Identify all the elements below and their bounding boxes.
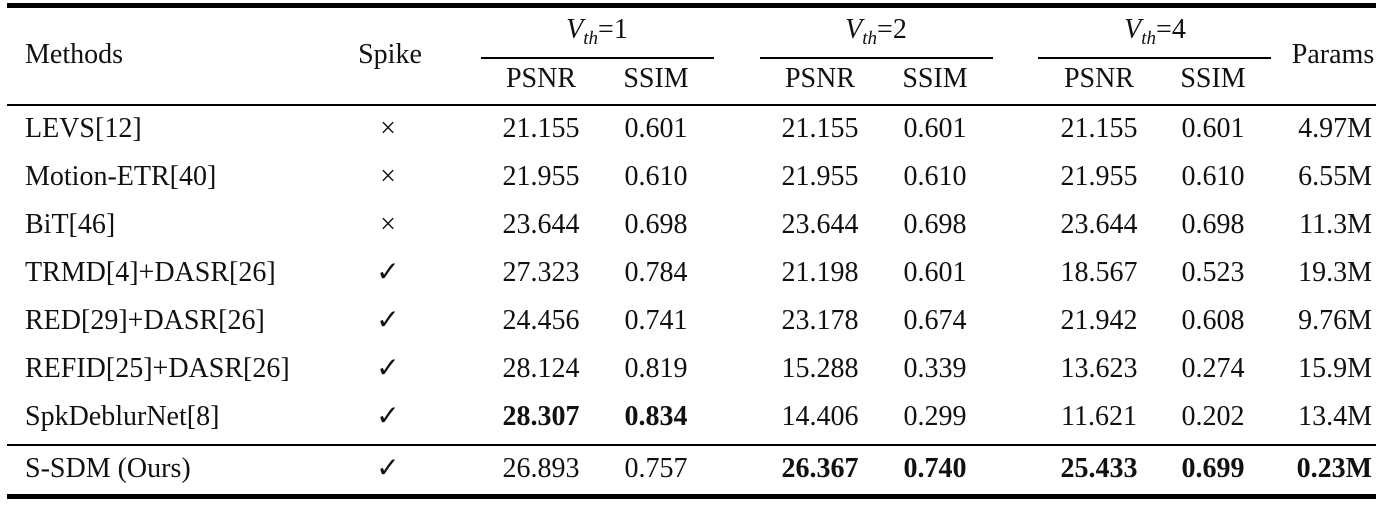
header-psnr: PSNR bbox=[1063, 63, 1135, 94]
header-group-vth1: Vth=1 bbox=[566, 14, 628, 49]
header-rule bbox=[7, 104, 1376, 106]
vth2-psnr-cell: 21.155 bbox=[781, 113, 859, 144]
method-cell: SpkDeblurNet[8] bbox=[25, 401, 220, 432]
vth4-psnr-cell: 21.955 bbox=[1060, 161, 1138, 192]
header-spike: Spike bbox=[358, 39, 422, 70]
vth1-ssim-cell: 0.834 bbox=[624, 401, 688, 432]
vth4-ssim-cell: 0.601 bbox=[1181, 113, 1245, 144]
vth1-psnr-cell: 28.124 bbox=[502, 353, 580, 384]
header-psnr: PSNR bbox=[505, 63, 577, 94]
params-cell: 9.76M bbox=[1298, 305, 1372, 336]
vth1-psnr-cell: 26.893 bbox=[502, 453, 580, 484]
method-cell: TRMD[4]+DASR[26] bbox=[25, 257, 276, 288]
params-cell: 19.3M bbox=[1298, 257, 1372, 288]
vth4-psnr-cell: 21.155 bbox=[1060, 113, 1138, 144]
vth1-psnr-cell: 28.307 bbox=[502, 401, 580, 432]
vth2-psnr-cell: 23.178 bbox=[781, 305, 859, 336]
vth4-psnr-cell: 23.644 bbox=[1060, 209, 1138, 240]
method-cell: S-SDM (Ours) bbox=[25, 453, 191, 484]
vth4-psnr-cell: 18.567 bbox=[1060, 257, 1138, 288]
vth2-ssim-cell: 0.698 bbox=[903, 209, 967, 240]
vth4-ssim-cell: 0.523 bbox=[1181, 257, 1245, 288]
vth4-ssim-cell: 0.274 bbox=[1181, 353, 1245, 384]
vth2-psnr-cell: 15.288 bbox=[781, 353, 859, 384]
vth2-psnr-cell: 26.367 bbox=[781, 453, 859, 484]
vth2-ssim-cell: 0.674 bbox=[903, 305, 967, 336]
method-cell: Motion-ETR[40] bbox=[25, 161, 217, 192]
method-cell: RED[29]+DASR[26] bbox=[25, 305, 265, 336]
vth1-ssim-cell: 0.698 bbox=[624, 209, 688, 240]
vth1-psnr-cell: 24.456 bbox=[502, 305, 580, 336]
vth2-psnr-cell: 23.644 bbox=[781, 209, 859, 240]
spike-cell: ✓ bbox=[376, 453, 400, 484]
spike-cell: × bbox=[380, 113, 396, 144]
vth4-ssim-cell: 0.698 bbox=[1181, 209, 1245, 240]
vth1-ssim-cell: 0.819 bbox=[624, 353, 688, 384]
spike-cell: ✓ bbox=[376, 401, 400, 432]
vth1-psnr-cell: 21.955 bbox=[502, 161, 580, 192]
bottom-rule bbox=[7, 494, 1376, 499]
params-cell: 15.9M bbox=[1298, 353, 1372, 384]
vth2-psnr-cell: 21.198 bbox=[781, 257, 859, 288]
method-cell: BiT[46] bbox=[25, 209, 116, 240]
params-cell: 4.97M bbox=[1298, 113, 1372, 144]
vth1-ssim-cell: 0.757 bbox=[624, 453, 688, 484]
vth2-ssim-cell: 0.339 bbox=[903, 353, 967, 384]
header-ssim: SSIM bbox=[902, 63, 968, 94]
vth1-ssim-cell: 0.784 bbox=[624, 257, 688, 288]
header-methods: Methods bbox=[25, 39, 123, 70]
vth4-ssim-cell: 0.608 bbox=[1181, 305, 1245, 336]
spike-cell: × bbox=[380, 209, 396, 240]
method-cell: LEVS[12] bbox=[25, 113, 142, 144]
header-psnr: PSNR bbox=[784, 63, 856, 94]
group-rule-vth4 bbox=[1038, 57, 1271, 59]
vth2-ssim-cell: 0.299 bbox=[903, 401, 967, 432]
method-cell: REFID[25]+DASR[26] bbox=[25, 353, 290, 384]
params-cell: 13.4M bbox=[1298, 401, 1372, 432]
vth1-ssim-cell: 0.601 bbox=[624, 113, 688, 144]
vth2-ssim-cell: 0.610 bbox=[903, 161, 967, 192]
vth4-psnr-cell: 21.942 bbox=[1060, 305, 1138, 336]
spike-cell: ✓ bbox=[376, 257, 400, 288]
spike-cell: ✓ bbox=[376, 305, 400, 336]
group-rule-vth2 bbox=[760, 57, 993, 59]
params-cell: 11.3M bbox=[1299, 209, 1372, 240]
vth4-ssim-cell: 0.699 bbox=[1181, 453, 1245, 484]
header-group-vth2: Vth=2 bbox=[845, 14, 907, 49]
spike-cell: × bbox=[380, 161, 396, 192]
ours-separator-rule bbox=[7, 444, 1376, 446]
vth4-psnr-cell: 25.433 bbox=[1060, 453, 1138, 484]
top-rule bbox=[7, 3, 1376, 8]
vth2-ssim-cell: 0.601 bbox=[903, 113, 967, 144]
vth4-ssim-cell: 0.610 bbox=[1181, 161, 1245, 192]
vth4-psnr-cell: 13.623 bbox=[1060, 353, 1138, 384]
vth1-psnr-cell: 21.155 bbox=[502, 113, 580, 144]
vth2-ssim-cell: 0.740 bbox=[903, 453, 967, 484]
header-group-vth4: Vth=4 bbox=[1124, 14, 1186, 49]
vth1-ssim-cell: 0.610 bbox=[624, 161, 688, 192]
vth1-psnr-cell: 23.644 bbox=[502, 209, 580, 240]
header-ssim: SSIM bbox=[623, 63, 689, 94]
vth4-ssim-cell: 0.202 bbox=[1181, 401, 1245, 432]
vth2-psnr-cell: 21.955 bbox=[781, 161, 859, 192]
spike-cell: ✓ bbox=[376, 353, 400, 384]
vth1-psnr-cell: 27.323 bbox=[502, 257, 580, 288]
vth1-ssim-cell: 0.741 bbox=[624, 305, 688, 336]
header-params: Params bbox=[1291, 39, 1375, 70]
vth2-ssim-cell: 0.601 bbox=[903, 257, 967, 288]
group-rule-vth1 bbox=[481, 57, 714, 59]
vth4-psnr-cell: 11.621 bbox=[1061, 401, 1137, 432]
params-cell: 6.55M bbox=[1298, 161, 1372, 192]
params-cell: 0.23M bbox=[1296, 453, 1372, 484]
vth2-psnr-cell: 14.406 bbox=[781, 401, 859, 432]
header-ssim: SSIM bbox=[1180, 63, 1246, 94]
